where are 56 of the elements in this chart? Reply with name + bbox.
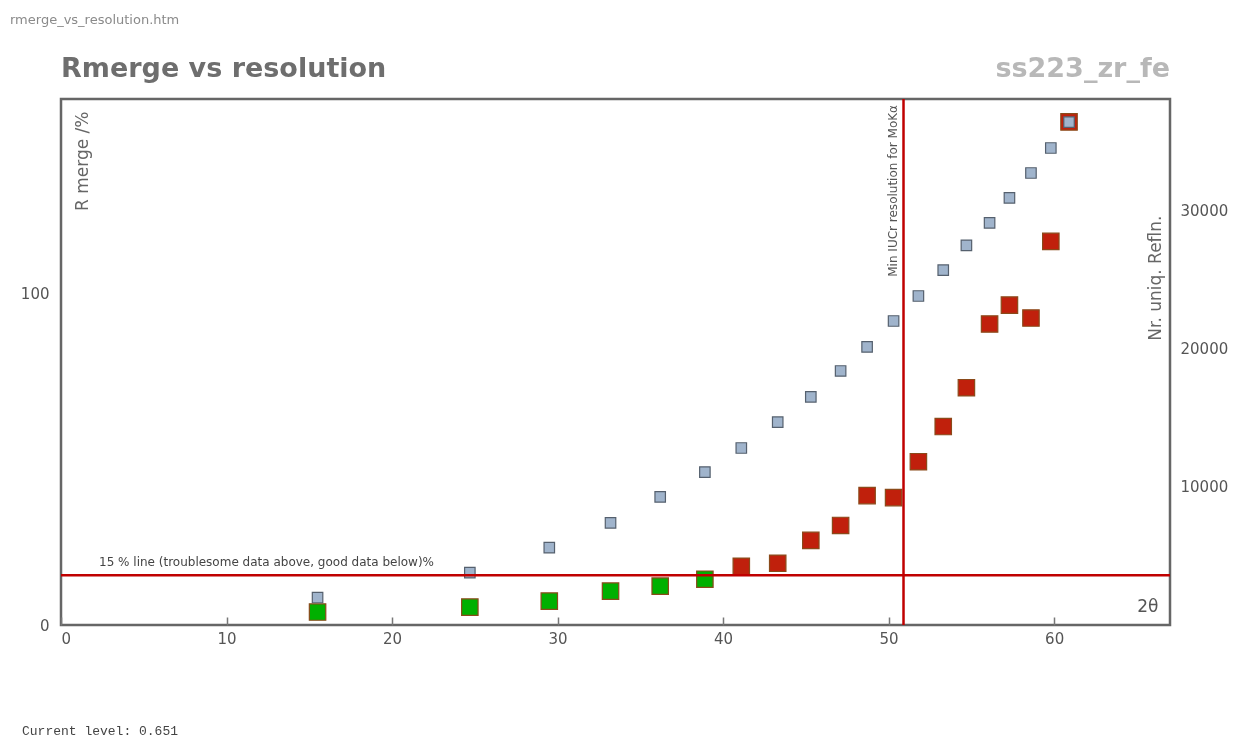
y2-tick-label: 30000 [1180, 202, 1229, 221]
y-tick-label: 100 [20, 284, 50, 303]
text: rmerge_vs_resolution.htm [10, 12, 180, 27]
text: Current level: 0.651 [22, 724, 179, 739]
ref-line-label: 15 % line (troublesome data above, good data below)% [99, 555, 435, 570]
point [735, 442, 748, 454]
point [834, 365, 847, 377]
y2-tick-label: 20000 [1180, 340, 1229, 359]
point [1000, 296, 1019, 314]
x-tick-label: 10 [217, 629, 237, 648]
point [732, 557, 751, 576]
x-tick-label: 0 [61, 629, 72, 648]
point [311, 591, 324, 604]
point [804, 390, 817, 403]
point [461, 598, 479, 616]
x-tick-label: 30 [548, 629, 568, 648]
point [934, 417, 953, 436]
point [604, 516, 617, 529]
point [543, 541, 556, 554]
point [887, 315, 900, 327]
point [858, 486, 876, 505]
point [1042, 232, 1060, 251]
x-axis-title: 2θ [1137, 595, 1159, 616]
point [540, 592, 559, 610]
point [831, 516, 850, 535]
point [884, 488, 903, 507]
y-axis-title: R merge /% [71, 111, 92, 211]
point [1044, 142, 1057, 154]
point [651, 577, 670, 595]
point [937, 264, 950, 277]
point [912, 290, 925, 302]
point [601, 582, 620, 600]
point [1025, 167, 1037, 179]
x-tick-label: 40 [714, 629, 734, 648]
point [768, 554, 787, 573]
point [1003, 192, 1016, 204]
point [909, 452, 928, 471]
chart-subtitle: ss223_zr_fe [995, 52, 1170, 83]
point [654, 491, 667, 503]
point [983, 216, 996, 229]
point [960, 239, 973, 252]
point [957, 378, 976, 397]
chart-title: Rmerge vs resolution [61, 52, 387, 83]
point [861, 341, 873, 353]
point [980, 315, 999, 333]
point [771, 416, 784, 429]
x-tick-label: 20 [383, 629, 403, 648]
x-tick-label: 50 [879, 629, 899, 648]
ref-line-label: Min IUCr resolution for MoKα [885, 104, 900, 277]
point [1022, 309, 1040, 327]
x-tick-label: 60 [1045, 629, 1065, 648]
point [308, 603, 327, 621]
y2-axis-title: Nr. uniq. Refln. [1144, 215, 1165, 341]
y2-tick-label: 10000 [1180, 478, 1229, 497]
point [802, 531, 820, 550]
point [699, 466, 711, 478]
